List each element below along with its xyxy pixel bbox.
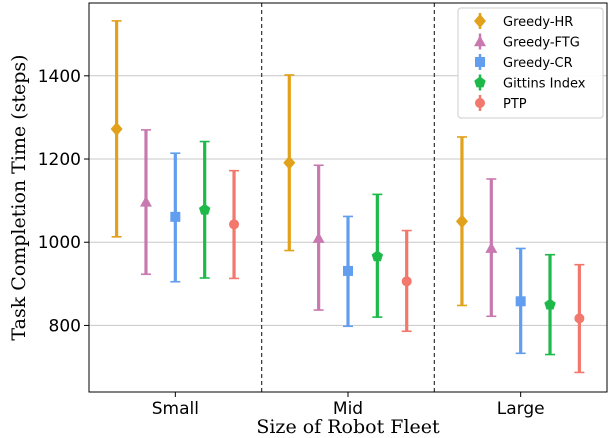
x-tick-label: Large	[497, 399, 545, 419]
data-point	[574, 313, 585, 324]
legend-marker	[475, 98, 485, 108]
data-point	[343, 265, 353, 276]
legend-label: Greedy-CR	[503, 56, 573, 71]
legend-marker	[474, 76, 486, 88]
data-point	[170, 211, 181, 222]
y-axis-ticks: 800 1000 1200 1400	[38, 67, 89, 336]
legend-item: Greedy-HR	[474, 13, 573, 30]
y-tick-label: 1200	[38, 150, 81, 170]
legend-item: Greedy-CR	[475, 54, 573, 71]
x-axis-ticks: Small Mid Large	[152, 392, 545, 419]
series-greedy-cr	[170, 152, 526, 355]
y-tick-label: 1000	[38, 233, 81, 253]
legend-item: PTP	[475, 95, 527, 112]
data-point	[371, 250, 384, 262]
legend-label: PTP	[503, 97, 527, 112]
group-separators	[261, 3, 435, 392]
data-point	[110, 122, 123, 137]
x-axis-label: Size of Robot Fleet	[256, 416, 440, 438]
legend-item: Greedy-FTG	[474, 33, 580, 51]
data-point	[515, 296, 526, 307]
y-axis-label: Task Completion Time (steps)	[8, 54, 30, 340]
data-series	[110, 20, 585, 374]
legend-marker	[474, 35, 486, 47]
data-point	[283, 155, 296, 170]
data-point	[544, 298, 556, 310]
y-tick-label: 800	[49, 316, 81, 336]
legend-label: Greedy-FTG	[503, 36, 580, 51]
legend-marker	[474, 14, 486, 28]
legend-label: Greedy-HR	[503, 15, 573, 30]
legend: Greedy-HR Greedy-FTG Greedy-CR Gittins Inde…	[457, 7, 604, 119]
data-point	[198, 203, 211, 215]
legend-box	[457, 7, 604, 119]
series-greedy-ftg	[139, 129, 498, 318]
data-point	[455, 214, 468, 229]
data-point	[401, 276, 412, 287]
legend-label: Gittins Index	[503, 77, 586, 92]
series-greedy-hr	[110, 20, 468, 307]
legend-marker	[475, 57, 485, 67]
x-tick-label: Mid	[333, 399, 363, 419]
data-point	[139, 195, 152, 207]
y-tick-label: 1400	[38, 67, 81, 87]
data-point	[312, 232, 325, 243]
data-point	[229, 219, 240, 230]
data-point	[485, 242, 498, 253]
legend-item: Gittins Index	[474, 74, 586, 92]
series-gittins-index	[198, 140, 556, 356]
x-tick-label: Small	[152, 399, 199, 419]
series-ptp	[229, 169, 585, 374]
